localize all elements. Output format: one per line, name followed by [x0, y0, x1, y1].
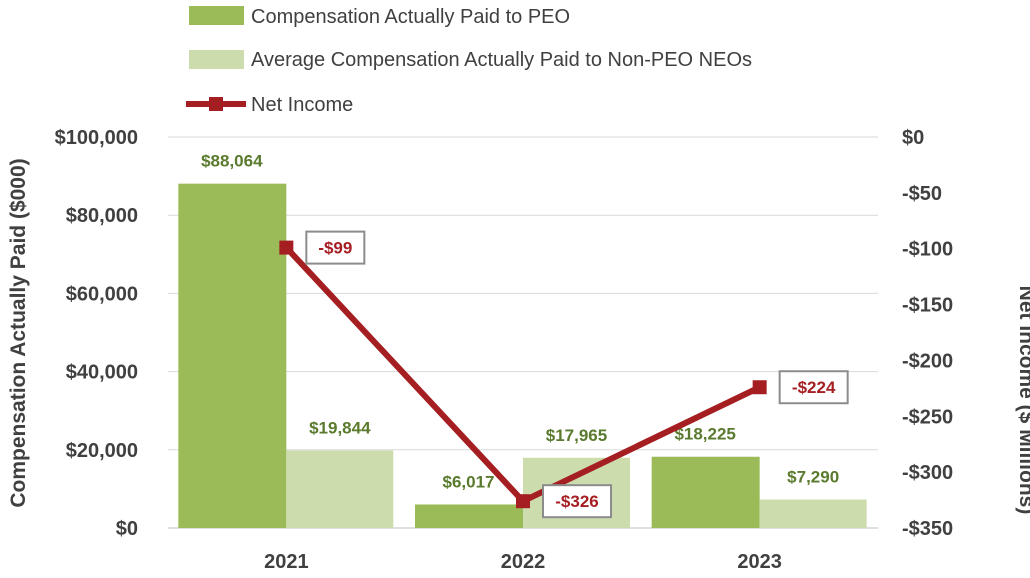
y2-tick-label: $0	[902, 127, 924, 149]
legend-label-non-peo-neo: Average Compensation Actually Paid to No…	[251, 49, 752, 71]
legend-swatch-non-peo-neo	[189, 50, 244, 69]
legend-swatch-peo	[189, 6, 244, 25]
net-income-marker	[752, 380, 767, 395]
y-tick-label: $0	[116, 518, 138, 540]
net-income-marker	[516, 494, 530, 509]
bar-peo-data-label: $88,064	[201, 152, 263, 171]
bar-peo	[415, 504, 523, 528]
net-income-data-label: -$99	[318, 239, 352, 258]
y2-tick-label: -$250	[902, 406, 953, 428]
y-tick-label: $80,000	[66, 205, 138, 227]
net-income-label-box	[778, 370, 849, 405]
y2-tick-label: -$350	[902, 518, 953, 540]
y2-tick-label: -$50	[902, 183, 942, 205]
bar-non-peo-neo-data-label: $19,844	[309, 418, 371, 437]
net-income-data-label: -$224	[792, 378, 836, 397]
legend-label-peo: Compensation Actually Paid to PEO	[251, 6, 570, 28]
y-tick-label: $60,000	[66, 283, 138, 305]
x-tick-label: 2023	[737, 551, 782, 573]
bar-peo	[178, 183, 287, 529]
x-tick-label: 2021	[264, 551, 309, 573]
legend-marker-net-income	[209, 97, 223, 111]
net-income-label-box	[542, 484, 612, 519]
bar-peo-data-label: $18,225	[674, 425, 735, 444]
net-income-data-label: -$326	[555, 492, 598, 511]
bar-non-peo-neo	[759, 499, 867, 528]
net-income-marker	[279, 240, 294, 255]
bar-non-peo-neo-data-label: $17,965	[546, 426, 607, 445]
x-tick-label: 2022	[501, 551, 546, 573]
bar-peo-data-label: $6,017	[443, 472, 495, 491]
legend-label-net-income: Net Income	[251, 94, 353, 116]
y2-tick-label: -$100	[902, 239, 953, 261]
bar-non-peo-neo	[286, 450, 394, 528]
y2-tick-label: -$200	[902, 350, 953, 372]
bar-non-peo-neo-data-label: $7,290	[787, 467, 839, 486]
y-tick-label: $40,000	[66, 362, 138, 384]
y-axis-title: Compensation Actually Paid ($000)	[7, 158, 30, 507]
bar-peo	[651, 456, 760, 528]
y2-tick-label: -$300	[902, 462, 953, 484]
y2-axis-title: Net Income ($ Millions)	[1015, 286, 1030, 515]
net-income-label-box	[305, 230, 366, 265]
y2-tick-label: -$150	[902, 295, 953, 317]
y-tick-label: $100,000	[55, 127, 138, 149]
y-tick-label: $20,000	[66, 440, 138, 462]
